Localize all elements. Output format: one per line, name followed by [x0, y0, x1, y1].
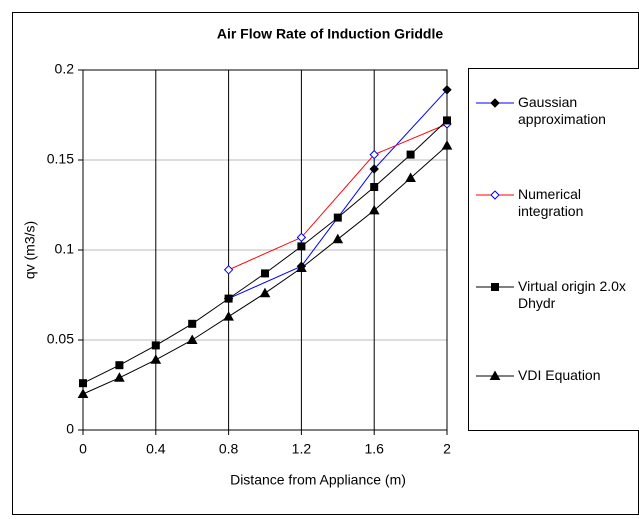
marker	[261, 269, 269, 278]
marker	[186, 334, 198, 344]
marker	[77, 388, 89, 398]
legend-marker	[490, 98, 500, 108]
legend-marker	[491, 283, 499, 291]
series-line	[228, 123, 448, 271]
marker	[223, 265, 234, 275]
marker	[406, 150, 415, 159]
marker	[224, 294, 233, 303]
x-tick-label: 1.2	[292, 441, 312, 457]
legend-label: VDI Equation	[518, 367, 601, 383]
y-tick-label: 0.2	[55, 61, 75, 77]
marker	[296, 232, 307, 243]
marker	[333, 213, 342, 222]
marker	[115, 361, 124, 370]
legend-box	[468, 68, 639, 431]
marker	[223, 311, 234, 321]
marker	[79, 379, 87, 388]
marker	[368, 204, 380, 215]
marker	[369, 149, 379, 160]
marker	[332, 233, 344, 244]
y-axis-label: qv (m3/s)	[22, 221, 38, 279]
plot-border	[82, 69, 448, 431]
chart-title: Air Flow Rate of Induction Griddle	[217, 26, 444, 42]
marker	[441, 140, 453, 150]
marker	[259, 287, 271, 298]
legend-marker	[490, 190, 500, 200]
x-tick-label: 0.8	[219, 441, 239, 457]
marker	[405, 172, 416, 182]
y-tick-label: 0.1	[55, 241, 75, 257]
legend-label: Virtual origin 2.0x Dhydr	[518, 278, 626, 311]
legend-marker	[489, 370, 501, 380]
x-tick-label: 1.6	[364, 441, 384, 457]
legend-label: Numerical integration	[518, 186, 584, 219]
y-tick-label: 0	[66, 421, 74, 437]
marker	[443, 116, 451, 125]
marker	[442, 85, 452, 95]
y-tick-label: 0.15	[47, 151, 74, 167]
x-axis-label: Distance from Appliance (m)	[230, 472, 406, 488]
marker	[151, 341, 160, 350]
marker	[297, 242, 306, 251]
marker	[188, 319, 197, 328]
marker	[296, 262, 307, 272]
x-tick-label: 2	[443, 441, 451, 457]
marker	[369, 164, 379, 174]
marker	[370, 183, 379, 191]
marker	[150, 354, 162, 364]
marker	[114, 372, 125, 382]
x-tick-label: 0	[79, 441, 87, 457]
y-tick-label: 0.05	[47, 331, 74, 347]
legend-label: Gaussian approximation	[518, 94, 606, 127]
x-tick-label: 0.4	[146, 441, 166, 457]
